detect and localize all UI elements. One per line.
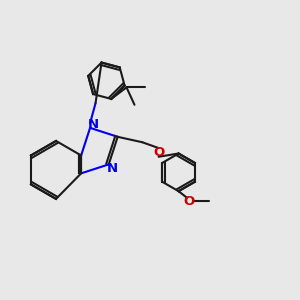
Text: N: N: [107, 161, 118, 175]
Text: O: O: [183, 195, 194, 208]
Text: O: O: [153, 146, 164, 159]
Text: N: N: [88, 118, 99, 131]
